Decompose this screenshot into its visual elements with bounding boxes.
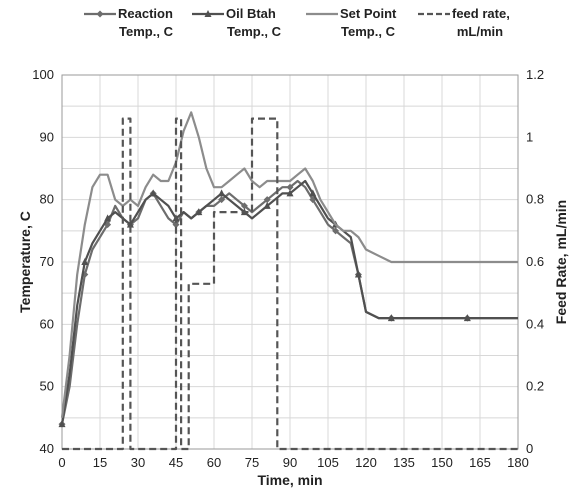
legend-item-oil-btah-temp-c: Oil Btah Temp., C xyxy=(192,6,282,39)
legend-marker xyxy=(204,10,212,17)
y2-axis-label: Feed Rate, mL/min xyxy=(553,200,569,324)
x-tick-label: 15 xyxy=(93,455,107,470)
series-oil-btah-temp-c xyxy=(58,179,518,428)
legend-label-line2: Temp., C xyxy=(341,24,396,39)
x-tick-label: 45 xyxy=(169,455,183,470)
series-point-oil-btah-temp-c xyxy=(218,189,226,197)
x-tick-label: 105 xyxy=(317,455,339,470)
x-tick-label: 150 xyxy=(431,455,453,470)
series-point-oil-btah-temp-c xyxy=(149,189,157,197)
series-line-set-point-temp-c xyxy=(60,111,518,418)
y2-tick-label: 0.6 xyxy=(526,254,544,269)
series-point-oil-btah-temp-c xyxy=(309,189,317,197)
series-point-reaction-temp-c xyxy=(240,202,248,210)
series-point-oil-btah-temp-c xyxy=(195,208,203,216)
series-layer xyxy=(58,111,518,451)
series-point-reaction-temp-c xyxy=(286,183,294,191)
y2-tick-label: 0 xyxy=(526,441,533,456)
x-tick-label: 0 xyxy=(58,455,65,470)
y-tick-label: 60 xyxy=(40,316,54,331)
legend-label-line1: Set Point xyxy=(340,6,397,21)
series-point-oil-btah-temp-c xyxy=(126,220,134,228)
series-point-oil-btah-temp-c xyxy=(81,258,89,265)
x-tick-labels: 0 15 30 45 60 75 90 105 120 135 150 165 180 xyxy=(58,455,528,470)
x-tick-label: 30 xyxy=(131,455,145,470)
series-point-oil-btah-temp-c xyxy=(58,420,66,428)
x-tick-label: 90 xyxy=(283,455,297,470)
series-line-oil-btah-temp-c xyxy=(60,179,518,425)
y-tick-label: 70 xyxy=(40,254,54,269)
series-point-oil-btah-temp-c xyxy=(286,189,294,197)
y-tick-label: 90 xyxy=(40,129,54,144)
x-tick-label: 75 xyxy=(245,455,259,470)
series-point-reaction-temp-c xyxy=(332,227,340,235)
legend-item-feed-rate-ml-min: feed rate, mL/min xyxy=(418,6,510,39)
legend-label-line2: mL/min xyxy=(457,24,503,39)
y-tick-label: 50 xyxy=(40,379,54,394)
y-tick-label: 100 xyxy=(32,67,54,82)
y2-tick-label: 1.2 xyxy=(526,67,544,82)
series-feed-rate-ml-min xyxy=(62,117,518,451)
x-tick-label: 180 xyxy=(507,455,529,470)
legend-marker xyxy=(96,10,104,18)
series-point-oil-btah-temp-c xyxy=(463,314,471,322)
series-point-oil-btah-temp-c xyxy=(387,314,395,322)
y2-tick-labels: 0 0.2 0.4 0.6 0.8 1 1.2 xyxy=(526,67,544,456)
x-tick-label: 135 xyxy=(393,455,415,470)
legend-label-line1: feed rate, xyxy=(452,6,510,21)
legend-item-set-point-temp-c: Set Point Temp., C xyxy=(306,6,397,39)
x-tick-label: 165 xyxy=(469,455,491,470)
legend-label-line2: Temp., C xyxy=(119,24,174,39)
y2-tick-label: 0.4 xyxy=(526,316,544,331)
series-point-reaction-temp-c xyxy=(218,196,226,204)
y2-tick-label: 0.8 xyxy=(526,192,544,207)
series-set-point-temp-c xyxy=(60,111,518,418)
x-axis-label: Time, min xyxy=(257,472,322,488)
series-point-reaction-temp-c xyxy=(172,221,180,229)
legend-label-line2: Temp., C xyxy=(227,24,282,39)
x-tick-label: 60 xyxy=(207,455,221,470)
legend-label-line1: Oil Btah xyxy=(226,6,276,21)
y2-tick-label: 0.2 xyxy=(526,379,544,394)
y-tick-label: 40 xyxy=(40,441,54,456)
series-point-oil-btah-temp-c xyxy=(104,214,112,222)
series-point-reaction-temp-c xyxy=(263,196,271,204)
legend-label-line1: Reaction xyxy=(118,6,173,21)
y2-tick-label: 1 xyxy=(526,129,533,144)
y-axis-label: Temperature, C xyxy=(17,211,33,313)
y-tick-labels: 40 50 60 70 80 90 100 xyxy=(32,67,54,456)
series-line-feed-rate-ml-min xyxy=(62,117,518,451)
y-tick-label: 80 xyxy=(40,192,54,207)
series-point-oil-btah-temp-c xyxy=(263,201,271,209)
x-tick-label: 120 xyxy=(355,455,377,470)
legend-item-reaction-temp-c: Reaction Temp., C xyxy=(84,6,174,39)
series-point-oil-btah-temp-c xyxy=(354,270,362,278)
